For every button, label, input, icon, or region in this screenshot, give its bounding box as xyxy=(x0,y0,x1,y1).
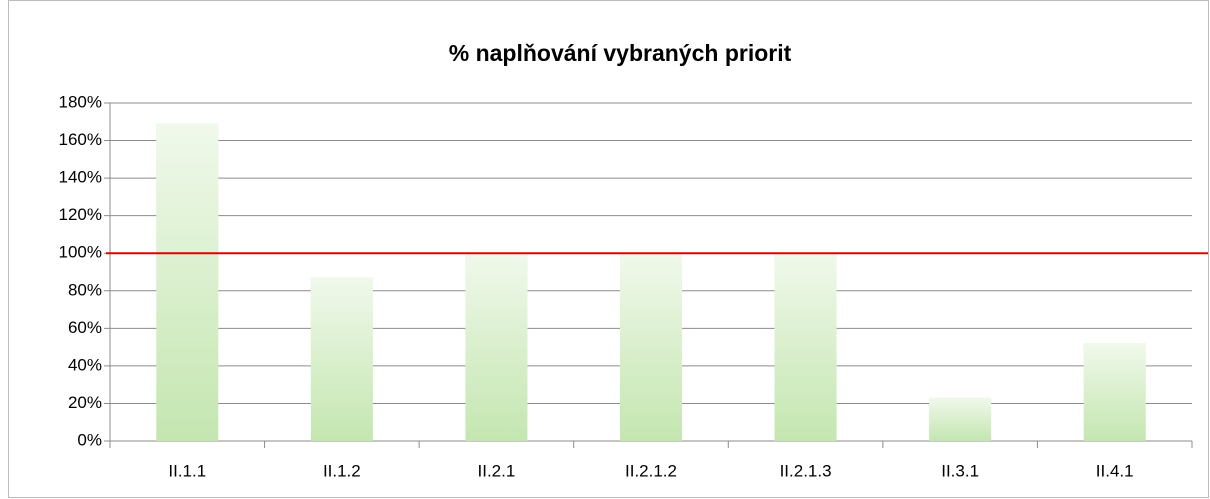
x-tick-label: II.4.1 xyxy=(1096,461,1134,480)
bar-shine xyxy=(620,253,682,441)
x-tick-label: II.3.1 xyxy=(941,461,979,480)
y-tick-label: 120% xyxy=(59,205,102,224)
x-tick-label: II.1.2 xyxy=(323,461,361,480)
y-tick-label: 180% xyxy=(59,92,102,111)
y-tick-label: 80% xyxy=(68,280,102,299)
bar-shine xyxy=(929,397,992,441)
bar-shine xyxy=(310,277,373,441)
bar-shine xyxy=(1083,343,1146,441)
y-tick-label: 20% xyxy=(68,393,102,412)
y-tick-label: 160% xyxy=(59,130,102,149)
x-tick-label: II.2.1.2 xyxy=(625,461,677,480)
x-tick-label: II.2.1.3 xyxy=(780,461,832,480)
y-tick-label: 100% xyxy=(59,243,102,262)
bar-shine xyxy=(774,253,837,441)
x-tick-label: II.2.1 xyxy=(478,461,516,480)
bar-shine xyxy=(156,123,219,442)
bar xyxy=(465,253,528,441)
bar xyxy=(310,277,373,441)
bar xyxy=(620,253,682,441)
y-tick-label: 0% xyxy=(77,430,102,449)
chart-title: % naplňování vybraných priorit xyxy=(449,40,792,66)
y-tick-label: 60% xyxy=(68,318,102,337)
bar xyxy=(1083,343,1146,441)
bar xyxy=(929,397,992,441)
x-tick-label: II.1.1 xyxy=(168,461,206,480)
bar xyxy=(774,253,837,441)
bar-shine xyxy=(465,253,528,441)
bar xyxy=(156,123,219,442)
y-tick-label: 140% xyxy=(59,168,102,187)
y-tick-label: 40% xyxy=(68,355,102,374)
